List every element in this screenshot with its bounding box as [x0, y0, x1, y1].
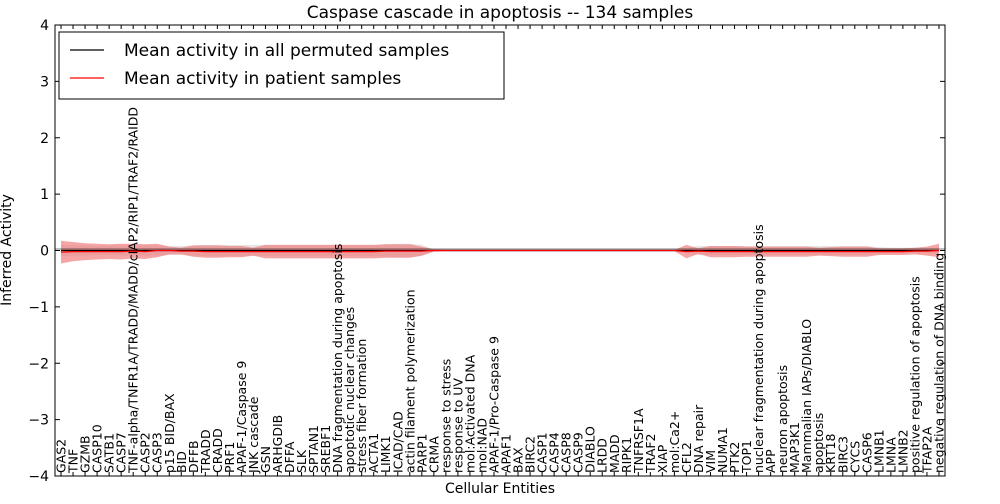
x-tick-label: VIM: [703, 450, 718, 473]
x-tick-label: ARHGDIB: [270, 415, 285, 473]
x-tick-label: response to UV: [450, 378, 465, 473]
x-tick-label: APAF-1/Pro-Caspase 9: [487, 336, 502, 473]
y-tick-label: 2: [40, 131, 49, 147]
x-tick-label: CRMA: [426, 436, 441, 473]
legend-box: [58, 31, 505, 100]
series-line-1: [60, 249, 940, 253]
y-tick-label: 3: [40, 74, 49, 90]
x-tick-label: TFAP2A: [920, 426, 935, 474]
y-tick-label: −1: [28, 300, 49, 316]
series-lines: [60, 249, 940, 253]
x-tick-label: LRDD: [595, 438, 610, 473]
x-axis-label: Cellular Entities: [445, 481, 555, 497]
x-tick-label: negative regulation of DNA binding: [932, 253, 947, 473]
x-tick-label: SLK: [294, 449, 309, 473]
x-tick-label: CFL2: [679, 442, 694, 473]
x-tick-label: CASP10: [90, 424, 105, 473]
x-tick-label: CRADD: [210, 428, 225, 473]
x-tick-label: CYCS: [847, 441, 862, 473]
x-tick-label: APAF1: [499, 434, 514, 473]
y-tick-label: −4: [28, 469, 49, 485]
x-tick-label: LMNA: [883, 437, 898, 473]
x-tick-label: SATB1: [102, 433, 117, 473]
y-axis-ticks: 4 3 2 1 0 −1 −2 −3 −4: [28, 18, 945, 485]
x-tick-label: SREBF1: [318, 425, 333, 473]
x-tick-label: MAP3K1: [787, 422, 802, 473]
x-tick-label: CASP3: [150, 432, 165, 473]
y-tick-label: 1: [40, 187, 49, 203]
x-axis-ticks: GAS2TNFGZMBCASP10SATB1CASP7TNF-alpha/TNF…: [54, 25, 947, 476]
legend-label-patient: Mean activity in patient samples: [124, 69, 401, 89]
x-tick-label: TNF: [66, 449, 81, 474]
x-tick-label: DFFB: [186, 440, 201, 473]
x-tick-label: TRAF2: [643, 433, 658, 474]
x-tick-label: apoptosis: [811, 413, 826, 473]
x-tick-label: mol:Activated DNA: [462, 354, 477, 473]
x-tick-label: RIPK1: [619, 437, 634, 473]
x-tick-label: PTK2: [727, 442, 742, 473]
x-tick-label: PRF1: [222, 442, 237, 473]
x-tick-label: XIAP: [655, 444, 670, 473]
x-tick-label: MADD: [607, 434, 622, 473]
x-tick-label: PARP1: [414, 434, 429, 473]
x-tick-label: GZMB: [78, 435, 93, 473]
x-tick-label: DNA fragmentation during apoptosis: [330, 244, 345, 473]
x-tick-label: positive regulation of apoptosis: [907, 276, 922, 473]
legend-label-permuted: Mean activity in all permuted samples: [124, 41, 449, 61]
x-tick-label: nuclear fragmentation during apoptosis: [751, 224, 766, 473]
x-tick-label: BIRC2: [523, 436, 538, 473]
legend: Mean activity in all permuted samples Me…: [58, 31, 505, 100]
y-axis-label: Inferred Activity: [0, 194, 15, 306]
x-tick-label: APAF-1/Caspase 9: [234, 361, 249, 473]
x-tick-label: BIRC3: [835, 436, 850, 473]
x-tick-label: LMNB1: [871, 429, 886, 473]
x-tick-label: CASP6: [859, 432, 874, 473]
x-tick-label: CASP2: [138, 432, 153, 473]
y-tick-label: −3: [28, 413, 49, 429]
x-tick-label: NUMA1: [715, 427, 730, 473]
x-tick-label: BID: [174, 451, 189, 473]
x-tick-label: TNFRSF1A: [631, 408, 646, 474]
x-tick-label: mol:NAD: [475, 418, 490, 473]
x-tick-label: CASP7: [114, 432, 129, 473]
y-tick-label: 0: [40, 244, 49, 260]
x-tick-label: JNK cascade: [246, 396, 261, 474]
x-tick-label: TRADD: [198, 429, 213, 474]
x-tick-label: SPTAN1: [306, 425, 321, 473]
x-tick-label: GAS2: [54, 439, 69, 473]
x-tick-label: ICAD/CAD: [390, 411, 405, 473]
x-tick-label: CASP9: [571, 432, 586, 473]
x-tick-label: stress fiber formation: [354, 339, 369, 473]
x-tick-label: neuron apoptosis: [775, 365, 790, 473]
x-tick-label: DFFA: [282, 441, 297, 473]
x-tick-label: GSN: [258, 446, 273, 473]
x-tick-label: CASP8: [559, 432, 574, 473]
x-tick-label: ACTA1: [366, 433, 381, 473]
series-band-1: [61, 240, 939, 264]
x-tick-label: mol:Ca2+: [667, 411, 682, 473]
y-tick-label: 4: [40, 18, 49, 34]
x-tick-label: CASP4: [547, 432, 562, 473]
x-tick-label: APP: [763, 449, 778, 473]
x-tick-label: BAX: [511, 447, 526, 473]
x-tick-label: response to stress: [438, 359, 453, 473]
x-tick-label: DIABLO: [583, 426, 598, 473]
x-tick-label: CASP1: [535, 432, 550, 473]
y-tick-label: −2: [28, 356, 49, 372]
x-tick-label: LIMK1: [378, 435, 393, 473]
x-tick-label: Mammalian IAPs/DIABLO: [799, 319, 814, 473]
x-tick-label: KRT18: [823, 433, 838, 473]
x-tick-label: TNF-alpha/TNFR1A/TRADD/MADD/cIAP2/RIP1/T…: [126, 107, 141, 474]
x-tick-label: DNA repair: [691, 404, 706, 473]
x-tick-label: p15 BID/BAX: [162, 393, 177, 473]
x-tick-label: apoptotic nuclear changes: [342, 307, 357, 473]
x-tick-label: actin filament polymerization: [402, 289, 417, 473]
x-tick-label: LMNB2: [895, 429, 910, 473]
x-tick-label: TOP1: [739, 440, 754, 474]
chart-title: Caspase cascade in apoptosis -- 134 samp…: [307, 3, 694, 23]
